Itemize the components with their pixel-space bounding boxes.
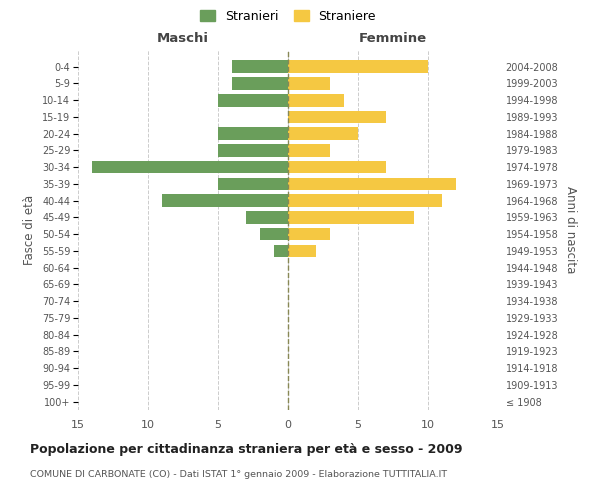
Bar [218,178,288,190]
Bar [162,194,288,207]
Bar [274,244,288,257]
Bar [92,161,288,173]
Bar [288,110,386,124]
Bar [260,228,288,240]
Bar [218,144,288,156]
Bar [218,94,288,106]
Bar [232,77,288,90]
Bar [246,211,288,224]
Bar [288,77,330,90]
Bar [288,128,358,140]
Bar [232,60,288,73]
Bar [218,128,288,140]
Text: Femmine: Femmine [359,32,427,45]
Bar [288,161,386,173]
Bar [288,94,344,106]
Bar [288,244,316,257]
Text: COMUNE DI CARBONATE (CO) - Dati ISTAT 1° gennaio 2009 - Elaborazione TUTTITALIA.: COMUNE DI CARBONATE (CO) - Dati ISTAT 1°… [30,470,447,479]
Bar [288,211,414,224]
Text: Popolazione per cittadinanza straniera per età e sesso - 2009: Popolazione per cittadinanza straniera p… [30,442,463,456]
Legend: Stranieri, Straniere: Stranieri, Straniere [196,6,380,26]
Bar [288,228,330,240]
Bar [288,178,456,190]
Bar [288,194,442,207]
Y-axis label: Anni di nascita: Anni di nascita [564,186,577,274]
Bar [288,144,330,156]
Bar [288,60,428,73]
Text: Maschi: Maschi [157,32,209,45]
Y-axis label: Fasce di età: Fasce di età [23,195,37,265]
